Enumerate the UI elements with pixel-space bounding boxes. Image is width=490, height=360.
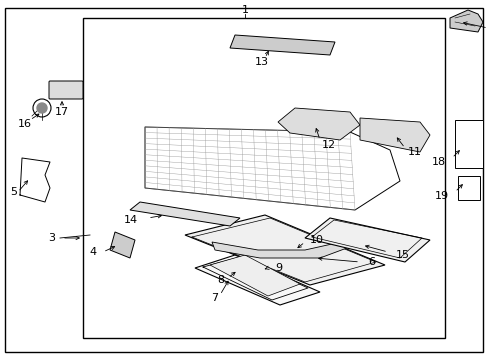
Text: 14: 14 [124,215,138,225]
Polygon shape [145,127,400,210]
Polygon shape [130,202,240,226]
Polygon shape [210,255,300,296]
Polygon shape [195,255,320,305]
Text: 3: 3 [48,233,55,243]
Polygon shape [212,240,355,258]
Bar [455,120,483,168]
Text: 5: 5 [10,187,18,197]
Polygon shape [110,232,135,258]
FancyBboxPatch shape [49,81,83,99]
Polygon shape [230,35,335,55]
Polygon shape [185,215,385,285]
Polygon shape [5,8,483,352]
Text: 18: 18 [432,157,446,167]
Text: 19: 19 [435,191,449,201]
Polygon shape [120,130,425,218]
Circle shape [37,103,47,113]
Bar [458,176,480,200]
Polygon shape [450,10,483,32]
Text: 4: 4 [90,247,97,257]
Text: 7: 7 [211,293,218,303]
Text: 17: 17 [55,107,69,117]
Text: 16: 16 [18,119,32,129]
Text: 15: 15 [396,250,410,260]
Polygon shape [278,108,360,140]
Text: 11: 11 [408,147,422,157]
Text: 6: 6 [368,257,375,267]
Text: 1: 1 [242,5,248,15]
Text: 10: 10 [310,235,324,245]
Text: 13: 13 [255,57,269,67]
Text: 8: 8 [217,275,224,285]
Text: 12: 12 [322,140,336,150]
Polygon shape [83,18,445,338]
Polygon shape [305,218,430,262]
Text: 9: 9 [275,263,282,273]
Polygon shape [360,118,430,152]
